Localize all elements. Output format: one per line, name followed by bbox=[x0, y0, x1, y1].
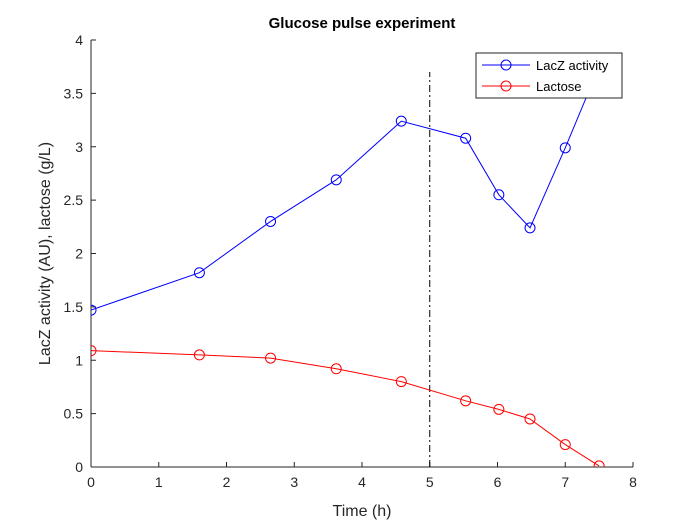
series-line-lacz-activity bbox=[91, 66, 600, 311]
y-axis-label: LacZ activity (AU), lactose (g/L) bbox=[37, 142, 54, 365]
axes: 0 1 2 3 4 5 6 7 8 0 0.5 1 1.5 2 2.5 3 3.5 4 bbox=[64, 32, 638, 490]
x-tick-label: 1 bbox=[155, 474, 163, 490]
data-point-lactose bbox=[493, 403, 505, 415]
data-point-lacz-activity bbox=[330, 174, 342, 186]
data-point-lacz-activity bbox=[460, 132, 472, 144]
series-lactose bbox=[91, 345, 605, 467]
y-tick-label: 0.5 bbox=[64, 406, 84, 422]
data-point-lacz-activity bbox=[559, 142, 571, 154]
legend-item-lacz-activity: LacZ activity bbox=[482, 58, 609, 73]
data-point-lactose bbox=[524, 413, 536, 425]
y-tick-label: 2 bbox=[75, 246, 83, 262]
legend-item-lactose: Lactose bbox=[482, 79, 582, 94]
legend-label: LacZ activity bbox=[536, 58, 609, 73]
legend-label: Lactose bbox=[536, 79, 582, 94]
x-axis-label: Time (h) bbox=[333, 503, 392, 520]
x-tick-label: 6 bbox=[494, 474, 502, 490]
x-tick-label: 7 bbox=[561, 474, 569, 490]
data-point-lacz-activity bbox=[493, 189, 505, 201]
x-tick-label: 3 bbox=[290, 474, 298, 490]
y-tick-label: 3.5 bbox=[64, 85, 84, 101]
legend-box bbox=[475, 52, 623, 99]
data-point-lactose bbox=[460, 395, 472, 407]
data-point-lacz-activity bbox=[265, 215, 277, 227]
x-tick-label: 0 bbox=[87, 474, 95, 490]
data-point-lactose bbox=[193, 349, 205, 361]
series-line-lactose bbox=[91, 350, 600, 467]
y-tick-label: 3 bbox=[75, 139, 83, 155]
y-tick-label: 2.5 bbox=[64, 192, 84, 208]
y-tick-label: 1 bbox=[75, 352, 83, 368]
legend-marker bbox=[500, 59, 512, 71]
y-tick-label: 0 bbox=[75, 459, 83, 475]
legend: LacZ activity Lactose bbox=[475, 52, 623, 99]
data-point-lacz-activity bbox=[524, 222, 536, 234]
legend-marker bbox=[500, 80, 512, 92]
series-lacz-activity bbox=[91, 61, 605, 316]
data-point-lactose bbox=[593, 460, 605, 467]
data-point-lacz-activity bbox=[91, 304, 97, 316]
x-tick-label: 8 bbox=[629, 474, 637, 490]
data-point-lactose bbox=[395, 376, 407, 388]
data-point-lactose bbox=[91, 345, 97, 357]
data-point-lactose bbox=[330, 363, 342, 375]
y-tick-label: 1.5 bbox=[64, 299, 84, 315]
chart-title: Glucose pulse experiment bbox=[269, 15, 456, 32]
x-tick-label: 2 bbox=[223, 474, 231, 490]
y-tick-label: 4 bbox=[75, 32, 83, 48]
data-point-lactose bbox=[265, 352, 277, 364]
data-point-lactose bbox=[559, 439, 571, 451]
x-tick-label: 4 bbox=[358, 474, 366, 490]
x-tick-label: 5 bbox=[426, 474, 434, 490]
data-point-lacz-activity bbox=[193, 267, 205, 279]
data-point-lacz-activity bbox=[395, 115, 407, 127]
plot-area bbox=[91, 61, 605, 467]
